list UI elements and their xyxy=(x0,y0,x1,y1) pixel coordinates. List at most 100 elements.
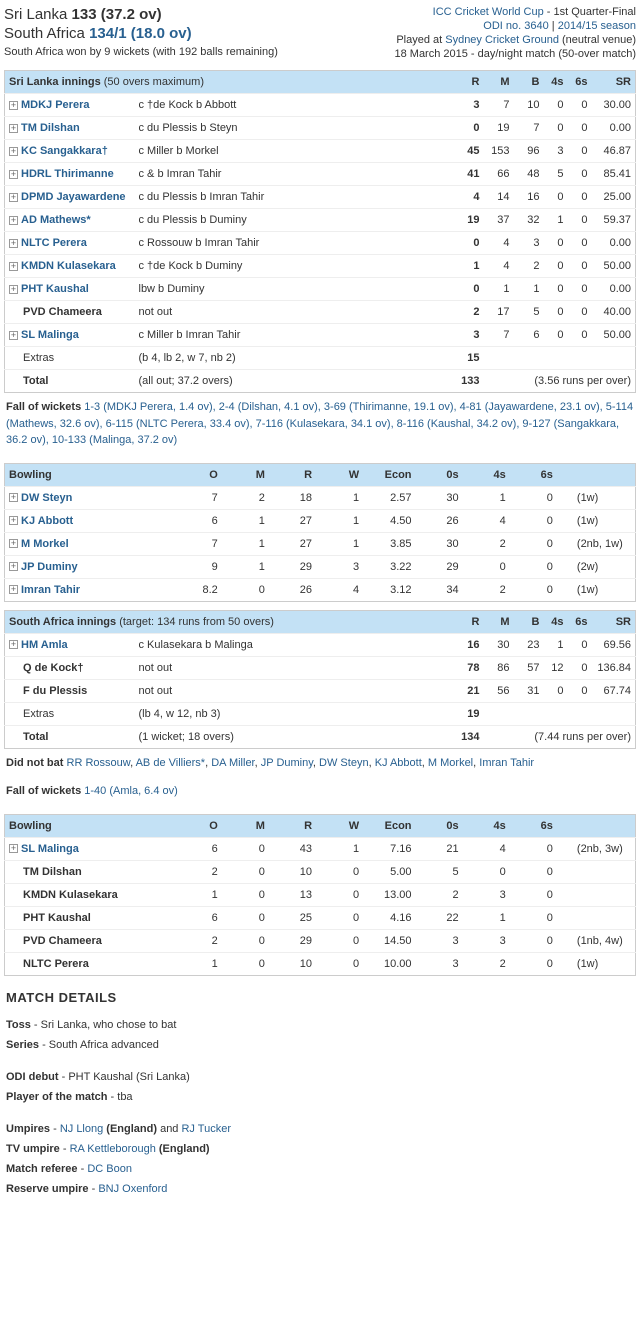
batsman-row: +KC Sangakkara†c Miller b Morkel45153963… xyxy=(5,140,636,163)
dnb-player-link[interactable]: KJ Abbott xyxy=(375,757,422,769)
season-link[interactable]: 2014/15 season xyxy=(558,20,636,32)
player-link[interactable]: M Morkel xyxy=(21,538,69,550)
expand-icon[interactable]: + xyxy=(9,193,18,202)
umpire1-link[interactable]: NJ Llong xyxy=(60,1123,103,1135)
player-link[interactable]: Q de Kock† xyxy=(23,662,84,674)
expand-icon[interactable]: + xyxy=(9,262,18,271)
dismissal: c du Plessis b Imran Tahir xyxy=(135,186,450,209)
bowler-row: NLTC Perera1010010.00320(1w) xyxy=(5,952,636,975)
player-link[interactable]: PHT Kaushal xyxy=(21,283,89,295)
expand-icon[interactable]: + xyxy=(9,147,18,156)
expand-icon[interactable]: + xyxy=(9,640,18,649)
batsman-row: Q de Kock†not out788657120136.84 xyxy=(5,656,636,679)
dnb-player-link[interactable]: RR Rossouw xyxy=(67,757,131,769)
bowler-row: PVD Chameera2029014.50330(1nb, 4w) xyxy=(5,929,636,952)
expand-icon[interactable]: + xyxy=(9,170,18,179)
dnb-player-link[interactable]: DW Steyn xyxy=(319,757,369,769)
match-date: 18 March 2015 - day/night match (50-over… xyxy=(394,48,636,60)
dismissal: not out xyxy=(135,679,450,702)
player-link[interactable]: KMDN Kulasekara xyxy=(23,889,118,901)
player-link[interactable]: NLTC Perera xyxy=(21,237,87,249)
dismissal: c Rossouw b Imran Tahir xyxy=(135,232,450,255)
batsman-row: +DPMD Jayawardene c du Plessis b Imran Ta… xyxy=(5,186,636,209)
expand-icon[interactable]: + xyxy=(9,539,18,548)
bowler-row: +Imran Tahir8.202643.123420(1w) xyxy=(5,578,636,601)
batsman-row: F du Plessisnot out2156310067.74 xyxy=(5,679,636,702)
dismissal: c Kulasekara b Malinga xyxy=(135,633,450,656)
batsman-row: +AD Mathews*c du Plessis b Duminy1937321… xyxy=(5,209,636,232)
dismissal: c du Plessis b Duminy xyxy=(135,209,450,232)
odi-link[interactable]: ODI no. 3640 xyxy=(483,20,548,32)
expand-icon[interactable]: + xyxy=(9,331,18,340)
player-link[interactable]: DPMD Jayawardene xyxy=(21,191,126,203)
batsman-row: +NLTC Pererac Rossouw b Imran Tahir04300… xyxy=(5,232,636,255)
bowler-row: +M Morkel712713.853020(2nb, 1w) xyxy=(5,532,636,555)
player-link[interactable]: JP Duminy xyxy=(21,561,78,573)
batsman-row: +MDKJ Pererac †de Kock b Abbott37100030.… xyxy=(5,94,636,117)
venue-link[interactable]: Sydney Cricket Ground xyxy=(445,34,559,46)
expand-icon[interactable]: + xyxy=(9,493,18,502)
player-link[interactable]: F du Plessis xyxy=(23,685,87,697)
player-link[interactable]: PVD Chameera xyxy=(23,935,102,947)
bowler-row: +KJ Abbott612714.502640(1w) xyxy=(5,509,636,532)
innings1-batting-table: Sri Lanka innings (50 overs maximum) R M… xyxy=(4,70,636,393)
dnb: Did not bat RR Rossouw, AB de Villiers*,… xyxy=(4,749,636,778)
bowling2-table: Bowling OM RW Econ0s 4s6s +SL Malinga604… xyxy=(4,814,636,976)
player-link[interactable]: SL Malinga xyxy=(21,329,79,341)
tvumpire-link[interactable]: RA Kettleborough xyxy=(70,1143,156,1155)
batsman-row: PVD Chameeranot out21750040.00 xyxy=(5,301,636,324)
player-link[interactable]: DW Steyn xyxy=(21,492,72,504)
player-link[interactable]: KJ Abbott xyxy=(21,515,73,527)
player-link[interactable]: KMDN Kulasekara xyxy=(21,260,116,272)
player-link[interactable]: SL Malinga xyxy=(21,843,79,855)
bowler-row: TM Dilshan201005.00500 xyxy=(5,860,636,883)
player-link[interactable]: TM Dilshan xyxy=(21,122,80,134)
player-link[interactable]: MDKJ Perera xyxy=(21,99,89,111)
player-link[interactable]: PHT Kaushal xyxy=(23,912,91,924)
umpire2-link[interactable]: RJ Tucker xyxy=(181,1123,231,1135)
score-summary: Sri Lanka 133 (37.2 ov) South Africa 134… xyxy=(4,4,394,62)
reserve-umpire-link[interactable]: BNJ Oxenford xyxy=(98,1183,167,1195)
bowler-row: +SL Malinga604317.162140(2nb, 3w) xyxy=(5,837,636,860)
dnb-player-link[interactable]: M Morkel xyxy=(428,757,473,769)
player-link[interactable]: HDRL Thirimanne xyxy=(21,168,114,180)
dnb-player-link[interactable]: AB de Villiers* xyxy=(136,757,206,769)
match-info: ICC Cricket World Cup - 1st Quarter-Fina… xyxy=(394,4,636,62)
dismissal: not out xyxy=(135,301,450,324)
player-link[interactable]: TM Dilshan xyxy=(23,866,82,878)
player-link[interactable]: AD Mathews* xyxy=(21,214,91,226)
dismissal: c †de Kock b Abbott xyxy=(135,94,450,117)
team2-name: South Africa xyxy=(4,25,85,42)
player-link[interactable]: PVD Chameera xyxy=(23,306,102,318)
detail-line: Series - South Africa advanced xyxy=(4,1035,636,1055)
dnb-player-link[interactable]: DA Miller xyxy=(211,757,254,769)
dnb-player-link[interactable]: Imran Tahir xyxy=(479,757,534,769)
expand-icon[interactable]: + xyxy=(9,562,18,571)
player-link[interactable]: KC Sangakkara† xyxy=(21,145,108,157)
team2-score: 134/1 (18.0 ov) xyxy=(89,25,192,42)
player-link[interactable]: Imran Tahir xyxy=(21,584,80,596)
tournament-link[interactable]: ICC Cricket World Cup xyxy=(433,6,544,18)
bowling1-table: Bowling OM RW Econ0s 4s6s +DW Steyn72181… xyxy=(4,463,636,602)
fow1: Fall of wickets 1-3 (MDKJ Perera, 1.4 ov… xyxy=(4,393,636,455)
expand-icon[interactable]: + xyxy=(9,239,18,248)
expand-icon[interactable]: + xyxy=(9,124,18,133)
dismissal: lbw b Duminy xyxy=(135,278,450,301)
detail-line: Toss - Sri Lanka, who chose to bat xyxy=(4,1015,636,1035)
expand-icon[interactable]: + xyxy=(9,844,18,853)
expand-icon[interactable]: + xyxy=(9,285,18,294)
innings2-batting-table: South Africa innings (target: 134 runs f… xyxy=(4,610,636,749)
player-link[interactable]: HM Amla xyxy=(21,639,68,651)
batsman-row: +HDRL Thirimannec & b Imran Tahir4166485… xyxy=(5,163,636,186)
expand-icon[interactable]: + xyxy=(9,516,18,525)
expand-icon[interactable]: + xyxy=(9,101,18,110)
dnb-player-link[interactable]: JP Duminy xyxy=(261,757,313,769)
batsman-row: +PHT Kaushallbw b Duminy011000.00 xyxy=(5,278,636,301)
expand-icon[interactable]: + xyxy=(9,216,18,225)
referee-link[interactable]: DC Boon xyxy=(87,1163,132,1175)
dismissal: c Miller b Morkel xyxy=(135,140,450,163)
bowler-row: +DW Steyn721812.573010(1w) xyxy=(5,486,636,509)
bowler-row: PHT Kaushal602504.162210 xyxy=(5,906,636,929)
expand-icon[interactable]: + xyxy=(9,585,18,594)
player-link[interactable]: NLTC Perera xyxy=(23,958,89,970)
